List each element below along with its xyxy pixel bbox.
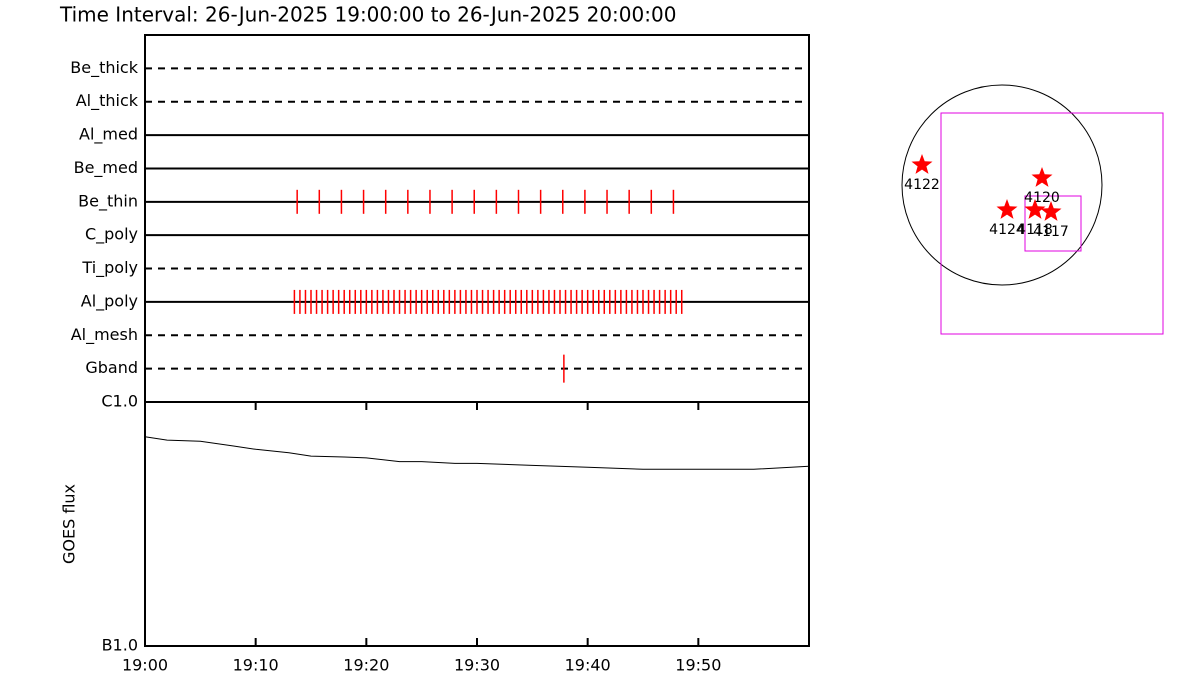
filter-label: Gband [85,358,138,377]
x-tick-label: 19:10 [233,656,279,675]
region-star [1031,167,1053,187]
filter-label: Be_thin [78,191,138,211]
region-star [1040,201,1062,221]
solar-disk [901,84,1103,286]
filter-label: C_poly [85,225,138,245]
x-tick-label: 19:50 [675,656,721,675]
filter-label: Be_thick [70,58,138,78]
field-of-view [1024,195,1082,252]
y-tick-label: C1.0 [101,392,138,411]
region-label: 4117 [1033,224,1069,240]
region-label: 4124 [989,222,1025,238]
field-of-view [940,112,1164,335]
filter-label: Al_thick [76,91,139,111]
region-star [1024,199,1046,219]
page-title: Time Interval: 26-Jun-2025 19:00:00 to 2… [59,3,676,27]
region-label: 4122 [904,177,940,193]
x-tick-label: 19:30 [454,656,500,675]
x-tick-label: 19:00 [122,656,168,675]
region-star [996,199,1018,219]
filter-label: Be_med [74,158,138,178]
filter-label: Ti_poly [81,258,138,278]
x-tick-label: 19:40 [565,656,611,675]
flux-line [144,436,810,470]
y-axis-label: GOES flux [60,484,79,564]
flux-frame [144,401,810,647]
region-label: 4120 [1024,190,1060,206]
filter-label: Al_poly [81,291,138,311]
timeline-frame [144,34,810,403]
region-star [911,154,933,174]
filter-label: Al_med [79,125,138,145]
filter-label: Al_mesh [71,325,138,345]
y-tick-label: B1.0 [102,636,138,655]
x-tick-label: 19:20 [343,656,389,675]
region-label: 4118 [1017,222,1053,238]
